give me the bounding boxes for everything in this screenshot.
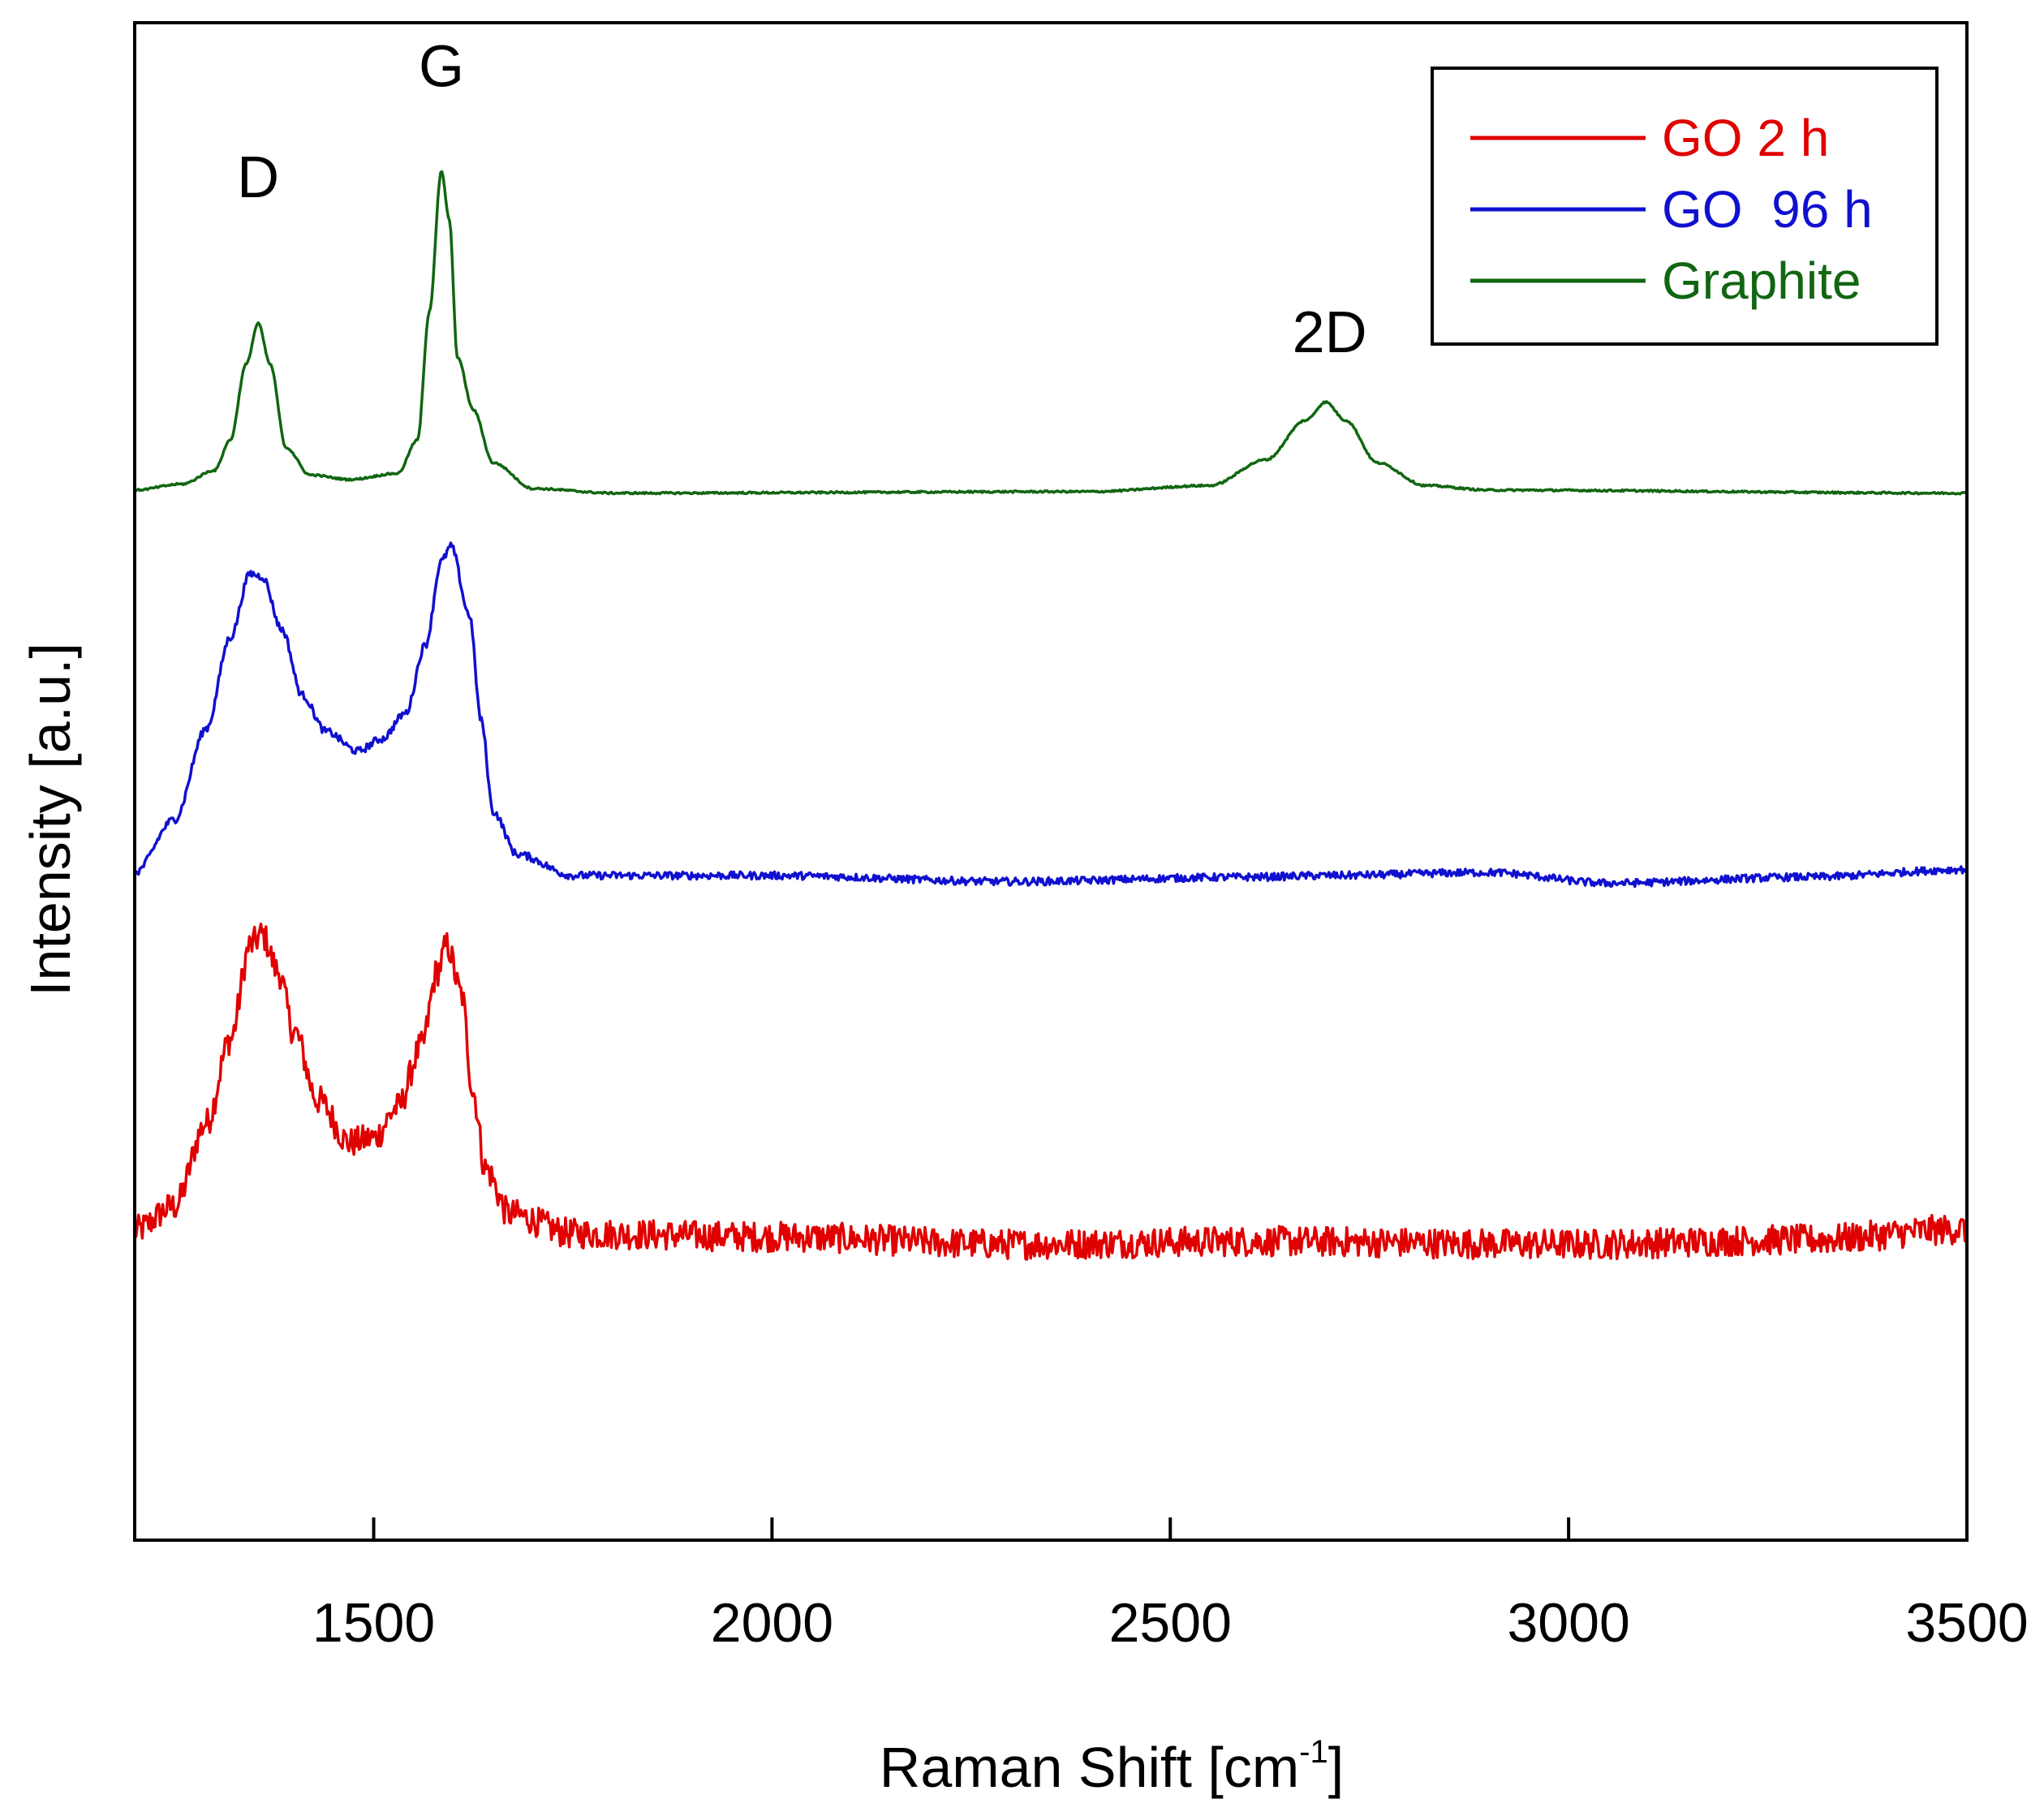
plot-frame (133, 21, 1969, 1542)
legend-box (1431, 67, 1939, 346)
legend-entries: GO 2 h GO 96 h Graphite (1470, 109, 1873, 310)
x-tick-label-1: 2000 (711, 1592, 833, 1654)
x-axis-title-suffix: ] (1328, 1736, 1344, 1799)
tick-layer: 1500 2000 2500 3000 3500 (312, 1517, 2029, 1654)
y-axis-title: Intensity [a.u.] (19, 643, 82, 996)
series-line-0 (133, 922, 1968, 1261)
x-tick-label-2: 2500 (1109, 1592, 1232, 1654)
legend-label-2: Graphite (1662, 252, 1861, 310)
x-axis-title-main: Raman Shift [cm (880, 1736, 1299, 1799)
x-tick-label-0: 1500 (312, 1592, 435, 1654)
peak-label-layer: D G 2D (237, 35, 1366, 365)
legend-label-0: GO 2 h (1662, 109, 1829, 167)
legend: GO 2 h GO 96 h Graphite (1431, 67, 1939, 346)
series-line-1 (133, 541, 1968, 889)
x-axis-title-superscript: -1 (1299, 1734, 1328, 1770)
legend-label-1: GO 96 h (1662, 180, 1873, 239)
x-tick-label-4: 3500 (1905, 1592, 2028, 1654)
series-line-2 (133, 170, 1968, 496)
peak-label-D: D (237, 145, 279, 210)
series-layer (133, 170, 1968, 1261)
peak-label-G: G (419, 35, 464, 100)
x-axis-title: Raman Shift [cm-1] (880, 1734, 1344, 1799)
x-tick-label-3: 3000 (1507, 1592, 1629, 1654)
peak-label-2D: 2D (1293, 300, 1367, 365)
